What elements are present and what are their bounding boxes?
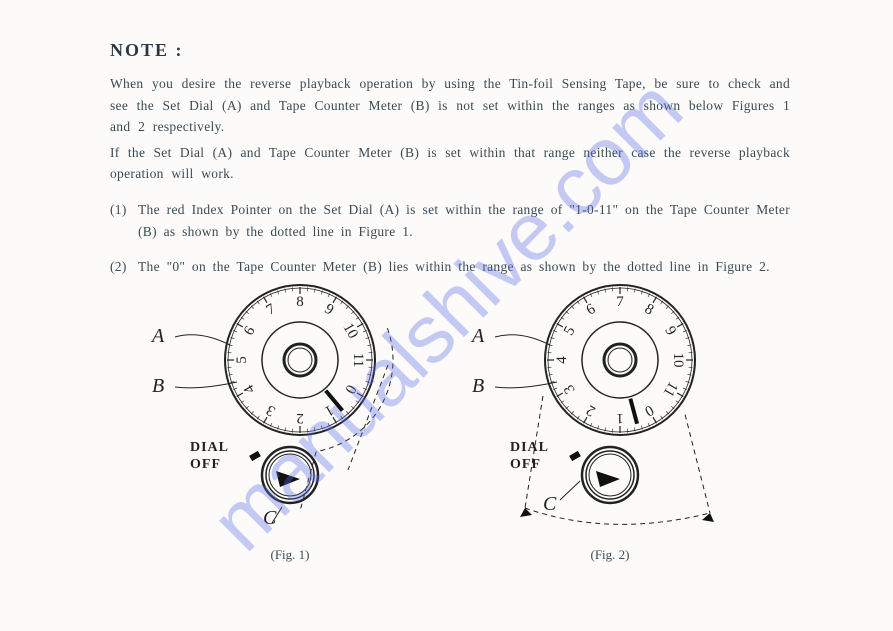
figure-1-svg: 8 910 11 01 2 34 5 67 — [150, 275, 430, 555]
svg-text:4: 4 — [554, 356, 570, 364]
figures-container: 89101101234567 A B C DIAL OFF (Fig. 1) 7… — [150, 275, 770, 595]
svg-text:6: 6 — [241, 323, 259, 338]
svg-text:0: 0 — [642, 401, 656, 419]
fig1-dial-line1: DIAL — [190, 440, 229, 455]
fig2-caption: (Fig. 2) — [470, 547, 750, 563]
svg-text:6: 6 — [584, 301, 599, 319]
svg-text:9: 9 — [322, 301, 336, 319]
svg-text:3: 3 — [264, 401, 278, 419]
svg-text:1: 1 — [322, 401, 336, 419]
note-title: NOTE : — [110, 40, 790, 61]
fig2-dial-line2: OFF — [510, 457, 541, 472]
fig2-label-A: A — [472, 325, 484, 348]
list-item-1-text: The red Index Pointer on the Set Dial (A… — [138, 199, 790, 242]
svg-text:8: 8 — [296, 294, 304, 310]
svg-text:7: 7 — [264, 301, 279, 319]
fig1-label-B: B — [152, 375, 164, 398]
svg-text:11: 11 — [350, 353, 366, 367]
note-para-2: If the Set Dial (A) and Tape Counter Met… — [110, 142, 790, 185]
fig1-label-A: A — [152, 325, 164, 348]
svg-text:10: 10 — [670, 353, 686, 368]
svg-text:2: 2 — [584, 401, 598, 419]
list-item-2-number: (2) — [110, 256, 138, 278]
fig1-dial-line2: OFF — [190, 457, 221, 472]
list-item-1: (1) The red Index Pointer on the Set Dia… — [110, 199, 790, 242]
svg-text:10: 10 — [340, 321, 361, 342]
fig2-label-B: B — [472, 375, 484, 398]
fig1-caption: (Fig. 1) — [150, 547, 430, 563]
fig1-label-C: C — [263, 507, 276, 530]
list-item-1-number: (1) — [110, 199, 138, 242]
figure-2-svg: 7 89 10 110 1 23 4 56 — [470, 275, 750, 555]
svg-text:11: 11 — [660, 379, 681, 400]
fig2-label-C: C — [543, 493, 556, 516]
svg-text:8: 8 — [642, 301, 656, 319]
fig2-dial-line1: DIAL — [510, 440, 549, 455]
svg-text:2: 2 — [296, 410, 304, 426]
svg-text:7: 7 — [616, 294, 624, 310]
figure-2: 7 89 10 110 1 23 4 56 A B C DIAL OFF (Fig. 2) — [470, 275, 750, 575]
svg-text:0: 0 — [341, 382, 359, 396]
svg-text:4: 4 — [241, 381, 259, 396]
figure-1: 8 910 11 01 2 34 5 67 A B C DIAL OFF (Fig. 1) — [150, 275, 430, 575]
svg-text:5: 5 — [234, 356, 250, 364]
svg-text:1: 1 — [616, 410, 624, 426]
svg-text:5: 5 — [561, 324, 579, 338]
fig1-dial-off-text: DIAL OFF — [190, 440, 229, 474]
note-para-1: When you desire the reverse playback ope… — [110, 73, 790, 138]
svg-text:9: 9 — [661, 324, 679, 338]
svg-text:3: 3 — [561, 382, 579, 396]
fig2-dial-off-text: DIAL OFF — [510, 440, 549, 474]
